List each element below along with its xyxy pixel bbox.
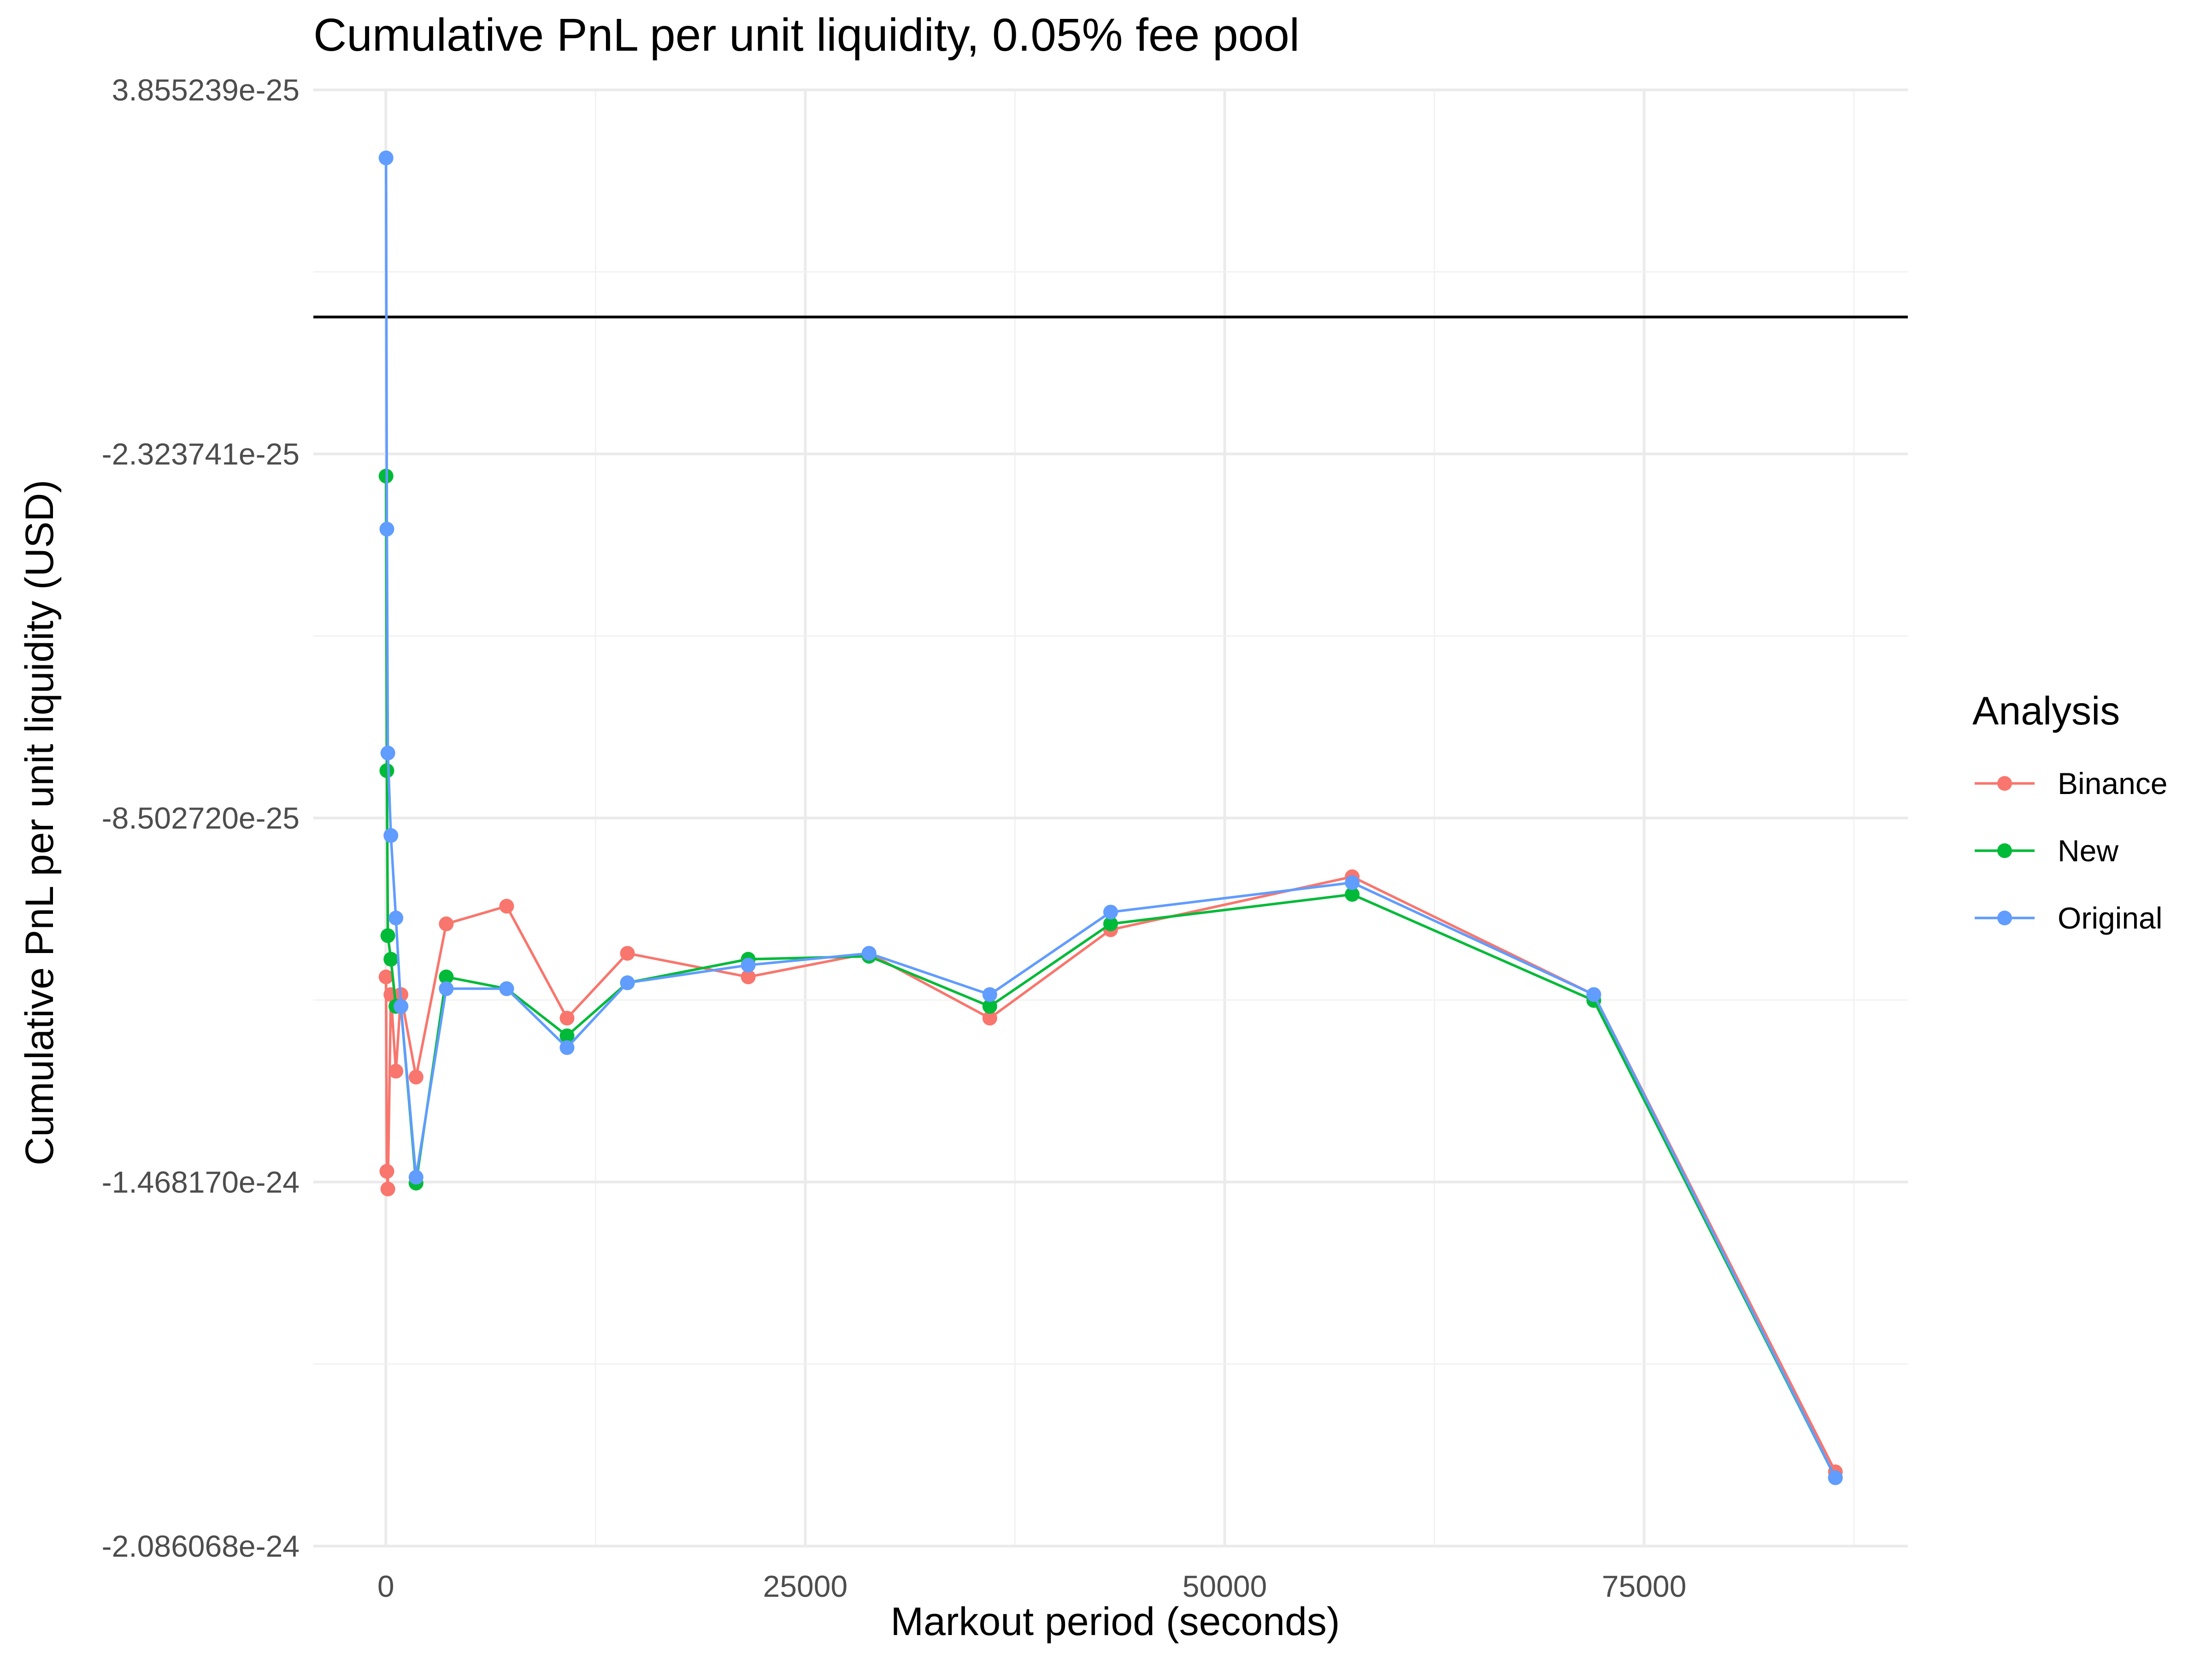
data-point bbox=[439, 981, 454, 996]
data-point bbox=[1586, 987, 1601, 1002]
data-point bbox=[499, 981, 514, 996]
x-tick-label: 50000 bbox=[1182, 1569, 1267, 1603]
y-tick-label: -2.323741e-25 bbox=[102, 437, 300, 471]
data-point bbox=[379, 522, 394, 537]
data-point bbox=[499, 899, 514, 914]
y-axis-ticks: 3.855239e-25 -2.323741e-25 -8.502720e-25 -1… bbox=[102, 73, 300, 1563]
data-point bbox=[379, 763, 394, 778]
data-point bbox=[379, 1164, 394, 1179]
data-point bbox=[982, 999, 997, 1014]
data-point bbox=[439, 916, 454, 931]
data-point bbox=[559, 1028, 575, 1043]
y-tick-label: -1.468170e-24 bbox=[102, 1165, 300, 1199]
x-tick-label: 0 bbox=[377, 1569, 394, 1603]
data-point bbox=[559, 1040, 575, 1055]
series bbox=[378, 150, 1843, 1485]
legend-item-binance: Binance bbox=[1975, 766, 2168, 800]
legend-key-point bbox=[1997, 911, 2012, 925]
data-point bbox=[394, 999, 409, 1014]
grid bbox=[313, 88, 1908, 1547]
data-point bbox=[388, 911, 404, 926]
data-point bbox=[439, 969, 454, 984]
data-point bbox=[380, 746, 395, 761]
legend-key-point bbox=[1997, 776, 2012, 791]
x-axis-title: Markout period (seconds) bbox=[890, 1600, 1340, 1644]
legend: Analysis Binance New Original bbox=[1972, 689, 2168, 935]
data-point bbox=[620, 946, 635, 961]
legend-item-new: New bbox=[1975, 834, 2118, 868]
data-point bbox=[1103, 916, 1118, 931]
data-point bbox=[383, 952, 399, 967]
data-point bbox=[861, 946, 877, 961]
y-tick-label: -8.502720e-25 bbox=[102, 801, 300, 835]
data-point bbox=[1103, 905, 1118, 920]
x-axis-ticks: 0 25000 50000 75000 bbox=[377, 1569, 1687, 1603]
data-point bbox=[378, 969, 394, 984]
data-point bbox=[620, 975, 635, 990]
data-point bbox=[388, 1064, 404, 1079]
x-tick-label: 25000 bbox=[763, 1569, 848, 1603]
data-point bbox=[378, 150, 394, 165]
data-point bbox=[383, 828, 399, 843]
chart-title: Cumulative PnL per unit liquidity, 0.05%… bbox=[313, 9, 1300, 61]
legend-label: New bbox=[2058, 834, 2118, 868]
data-point bbox=[741, 958, 756, 973]
data-point bbox=[741, 969, 756, 984]
y-axis-title: Cumulative PnL per unit liquidity (USD) bbox=[18, 480, 62, 1165]
data-point bbox=[559, 1011, 575, 1026]
x-tick-label: 75000 bbox=[1602, 1569, 1687, 1603]
data-point bbox=[1828, 1470, 1843, 1485]
legend-key-point bbox=[1997, 843, 2012, 858]
data-point bbox=[982, 1011, 997, 1026]
data-point bbox=[408, 1070, 424, 1085]
legend-label: Original bbox=[2058, 901, 2162, 935]
legend-item-original: Original bbox=[1975, 901, 2162, 935]
data-point bbox=[408, 1170, 424, 1185]
y-tick-label: -2.086068e-24 bbox=[102, 1529, 300, 1563]
data-point bbox=[380, 1182, 395, 1197]
data-point bbox=[380, 928, 395, 943]
data-point bbox=[1345, 887, 1360, 902]
series-line-original bbox=[384, 158, 1837, 1478]
legend-label: Binance bbox=[2058, 766, 2168, 800]
series-line-binance bbox=[384, 875, 1837, 1473]
series-original bbox=[378, 150, 1843, 1485]
data-point bbox=[1345, 875, 1360, 890]
legend-title: Analysis bbox=[1972, 689, 2120, 733]
y-tick-label: 3.855239e-25 bbox=[112, 73, 300, 107]
data-point bbox=[982, 987, 997, 1002]
